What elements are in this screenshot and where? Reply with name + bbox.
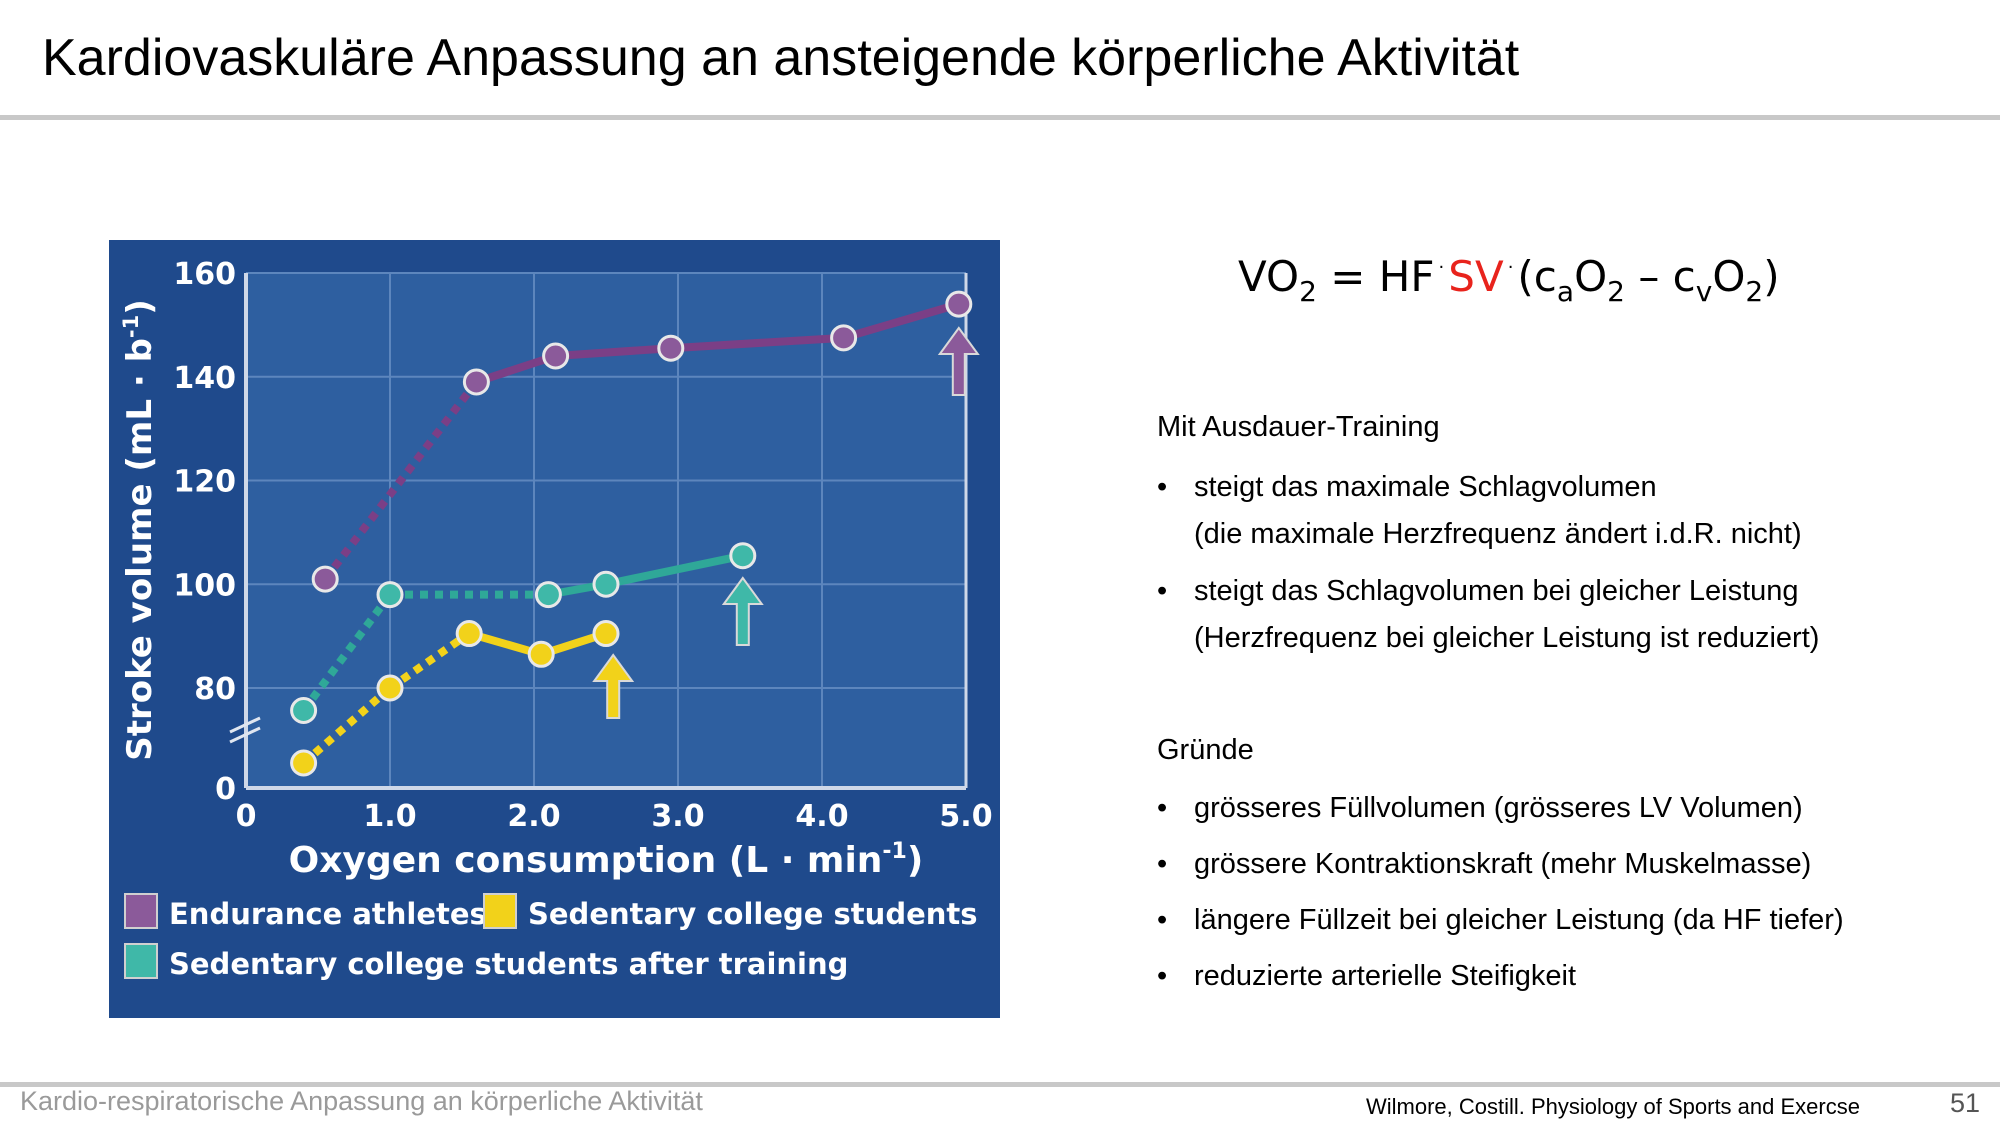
- legend-swatch: [124, 893, 158, 929]
- y-tick-label: 100: [173, 568, 236, 603]
- legend-swatch: [124, 943, 158, 979]
- series-segment: [322, 379, 480, 582]
- citation: Wilmore, Costill. Physiology of Sports a…: [1366, 1094, 1860, 1119]
- data-point: [311, 565, 339, 593]
- data-point: [592, 620, 620, 648]
- training-item-2-line-2: (Herzfrequenz bei gleicher Leistung ist …: [1194, 622, 1820, 654]
- x-tick-label: 0: [236, 799, 257, 834]
- bullet-icon: •: [1157, 960, 1168, 992]
- data-point: [729, 542, 757, 570]
- x-axis-label: Oxygen consumption (L · min-1): [289, 839, 924, 881]
- bullet-icon: •: [1157, 848, 1168, 880]
- series-segment: [300, 684, 393, 767]
- data-point: [376, 674, 404, 702]
- x-tick-label: 2.0: [507, 799, 560, 834]
- y-axis-break-icon: [229, 716, 261, 744]
- formula-dot: ·: [1507, 257, 1514, 278]
- series-segment: [551, 344, 675, 360]
- series-segment: [387, 630, 472, 692]
- formula-hf: HF: [1378, 252, 1435, 301]
- data-point: [534, 581, 562, 609]
- formula-sub-2: 2: [1745, 275, 1764, 308]
- slide-title: Kardiovaskuläre Anpassung an ansteigende…: [42, 29, 1520, 87]
- legend-label: Sedentary college students after trainin…: [169, 947, 848, 981]
- series-segment: [602, 551, 747, 589]
- arrow-up-icon: [592, 653, 635, 719]
- data-point: [290, 697, 318, 724]
- data-point: [542, 342, 570, 370]
- x-tick-label: 1.0: [363, 799, 416, 834]
- reason-item-2: grössere Kontraktionskraft (mehr Muskelm…: [1194, 848, 1812, 880]
- y-tick-label: 160: [173, 257, 236, 292]
- data-point: [527, 640, 555, 668]
- data-point: [290, 749, 318, 777]
- formula-sub-2: 2: [1607, 275, 1625, 308]
- legend-label: Endurance athletes: [169, 897, 487, 931]
- reason-item-1: grösseres Füllvolumen (grösseres LV Volu…: [1194, 792, 1803, 824]
- formula-sub-a: a: [1556, 275, 1575, 308]
- formula-sub-2: 2: [1299, 275, 1317, 308]
- bullet-icon: •: [1157, 792, 1168, 824]
- formula-dot: ·: [1438, 257, 1445, 278]
- formula-dash: – c: [1624, 252, 1696, 301]
- data-point: [462, 368, 490, 396]
- formula-o: O: [1712, 252, 1746, 301]
- training-item-1-line-2: (die maximale Herzfrequenz ändert i.d.R.…: [1194, 518, 1802, 550]
- data-point: [945, 290, 973, 318]
- training-item-2-line-1: steigt das Schlagvolumen bei gleicher Le…: [1194, 575, 1799, 607]
- x-tick-label: 5.0: [939, 799, 992, 834]
- reason-item-4: reduzierte arterielle Steifigkeit: [1194, 960, 1577, 992]
- vo2-formula: VO2 = HF ·SV ·(caO2 – cvO2): [1238, 252, 1780, 308]
- chart-svg: 0 1.0 2.0 3.0 4.0 5.0 0 80 100 120 140 160 Oxygen c…: [119, 257, 993, 981]
- data-point: [830, 324, 858, 352]
- x-tick-label: 4.0: [795, 799, 848, 834]
- data-point: [657, 334, 685, 362]
- y-tick-label: 80: [194, 672, 236, 707]
- legend-label: Sedentary college students: [528, 897, 978, 931]
- formula-vo: VO: [1238, 252, 1300, 301]
- series-segment: [300, 592, 394, 713]
- data-point: [592, 570, 620, 598]
- formula-equals: =: [1316, 252, 1379, 301]
- bullet-icon: •: [1157, 575, 1168, 607]
- formula-sv: SV: [1448, 252, 1504, 301]
- footer-divider: [0, 1082, 2000, 1087]
- section-heading-training: Mit Ausdauer-Training: [1157, 411, 1440, 443]
- legend-swatch: [483, 893, 517, 929]
- footer-text: Kardio-respiratorische Anpassung an körp…: [20, 1086, 703, 1116]
- page-number: 51: [1950, 1088, 1981, 1118]
- x-tick-label: 3.0: [651, 799, 704, 834]
- y-tick-label: 140: [173, 361, 236, 396]
- bullet-icon: •: [1157, 904, 1168, 936]
- series-segment: [839, 300, 963, 342]
- section-heading-reasons: Gründe: [1157, 734, 1254, 766]
- y-axis-label: Stroke volume (mL · b-1): [119, 299, 160, 761]
- series-segment: [472, 352, 560, 386]
- series-segment: [666, 333, 848, 353]
- formula-o: O: [1574, 252, 1608, 301]
- arrow-up-icon: [721, 576, 764, 646]
- training-item-1-line-1: steigt das maximale Schlagvolumen: [1194, 471, 1657, 503]
- formula-close: ): [1763, 252, 1780, 301]
- formula-sub-v: v: [1695, 275, 1713, 308]
- data-point: [376, 581, 404, 609]
- y-tick-label: 120: [173, 465, 236, 500]
- data-point: [455, 620, 483, 648]
- formula-open: (c: [1517, 252, 1557, 301]
- title-divider: [0, 115, 2000, 120]
- bullet-icon: •: [1157, 471, 1168, 503]
- stroke-volume-chart: 0 1.0 2.0 3.0 4.0 5.0 0 80 100 120 140 160 Oxygen c…: [109, 240, 1000, 1018]
- arrow-up-icon: [937, 326, 980, 396]
- y-tick-label: 0: [215, 772, 236, 807]
- reason-item-3: längere Füllzeit bei gleicher Leistung (…: [1194, 904, 1844, 936]
